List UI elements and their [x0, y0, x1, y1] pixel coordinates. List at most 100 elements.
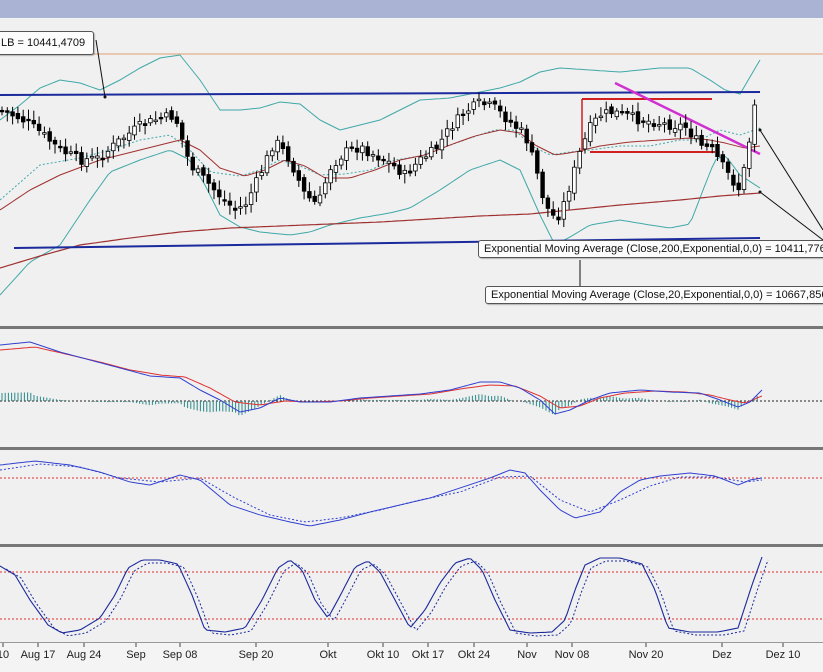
- candle-up: [238, 206, 243, 209]
- candle-up: [254, 177, 259, 193]
- candle-up: [593, 117, 598, 126]
- panel-divider[interactable]: [0, 447, 823, 450]
- x-axis-line: [0, 642, 823, 643]
- callout-leader-line: [95, 39, 106, 98]
- x-axis-tick-label: Okt 10: [367, 649, 399, 661]
- candle-down: [497, 105, 503, 112]
- candle-down: [169, 110, 174, 120]
- candle-up: [137, 120, 142, 125]
- candle-down: [551, 209, 556, 216]
- candle-up: [423, 156, 429, 159]
- candle-down: [58, 145, 63, 149]
- candle-down: [206, 174, 211, 184]
- candle-down: [731, 174, 736, 186]
- candle-down: [699, 134, 704, 146]
- candle-down: [545, 197, 551, 209]
- panel-divider[interactable]: [0, 544, 823, 547]
- candle-up: [577, 151, 582, 169]
- x-axis-tick-label: Okt 17: [412, 649, 444, 661]
- window-titlebar[interactable]: [0, 0, 823, 18]
- candle-down: [354, 147, 360, 153]
- ema20-callout[interactable]: Exponential Moving Average (Close,20,Exp…: [485, 286, 823, 304]
- candle-up: [747, 141, 752, 169]
- panel-divider[interactable]: [0, 326, 823, 329]
- candle-down: [232, 207, 238, 211]
- candle-down: [312, 195, 317, 202]
- candle-up: [105, 150, 111, 158]
- candle-up: [264, 155, 270, 174]
- candle-down: [211, 182, 217, 191]
- candle-down: [635, 111, 641, 125]
- candle-down: [513, 121, 519, 129]
- x-axis-tick-label: 10: [0, 649, 9, 661]
- x-axis-tick-label: Okt: [319, 649, 336, 661]
- candle-up: [439, 138, 445, 151]
- candle-up: [195, 168, 201, 173]
- candle-up: [42, 132, 47, 135]
- candle-up: [694, 135, 699, 140]
- bollinger-lower-callout[interactable]: LB = 10441,4709: [0, 31, 95, 55]
- candle-up: [471, 101, 476, 110]
- candle-up: [68, 151, 74, 154]
- candle-down: [79, 152, 84, 165]
- candle-down: [280, 142, 286, 149]
- candle-down: [74, 150, 79, 154]
- candle-down: [434, 144, 439, 150]
- macd-line: [0, 341, 763, 415]
- candle-down: [285, 146, 291, 162]
- candle-up: [243, 204, 248, 207]
- candle-up: [444, 128, 450, 137]
- candle-up: [121, 137, 127, 141]
- candle-up: [450, 128, 455, 131]
- candle-down: [179, 122, 185, 140]
- downtrend-line: [614, 81, 761, 156]
- candle-down: [641, 120, 646, 123]
- candle-down: [556, 216, 561, 221]
- candle-down: [5, 110, 10, 113]
- candle-down: [710, 144, 715, 148]
- candle-down: [47, 131, 52, 142]
- candle-down: [529, 142, 535, 153]
- candle-down: [0, 109, 5, 113]
- candle-up: [89, 156, 95, 159]
- candle-up: [572, 166, 577, 194]
- candle-down: [222, 199, 227, 202]
- candle-down: [460, 113, 466, 116]
- candle-up: [476, 98, 482, 102]
- candle-down: [391, 162, 397, 167]
- candle-down: [100, 157, 105, 161]
- candle-up: [588, 122, 593, 143]
- candle-up: [566, 190, 572, 202]
- oscillator-panel[interactable]: [0, 450, 823, 545]
- candle-up: [344, 147, 349, 161]
- stochastic-panel[interactable]: [0, 547, 823, 643]
- candle-down: [725, 161, 731, 173]
- candle-down: [376, 155, 381, 161]
- x-axis-tick-label: Nov 20: [629, 649, 664, 661]
- ema200-callout[interactable]: Exponential Moving Average (Close,200,Ex…: [478, 240, 823, 258]
- candle-up: [164, 112, 169, 118]
- candle-down: [142, 123, 148, 126]
- candle-up: [752, 104, 757, 145]
- x-axis-tick-label: Aug 17: [21, 649, 56, 661]
- candle-down: [217, 189, 222, 198]
- candle-up: [148, 118, 153, 124]
- candle-down: [492, 100, 498, 105]
- oscillator-line: [0, 460, 763, 527]
- candle-down: [535, 150, 540, 174]
- candle-up: [360, 145, 365, 154]
- callout-leader-line: [759, 191, 823, 241]
- candle-down: [407, 170, 413, 174]
- candle-up: [386, 160, 392, 164]
- candle-up: [413, 163, 418, 172]
- candle-up: [116, 138, 121, 147]
- candle-down: [31, 119, 36, 125]
- candle-down: [715, 144, 720, 158]
- candle-up: [248, 192, 254, 205]
- candle-down: [20, 116, 26, 123]
- candle-down: [349, 146, 354, 149]
- candle-up: [604, 109, 609, 114]
- candle-up: [84, 158, 89, 167]
- candle-up: [317, 194, 323, 204]
- macd-panel[interactable]: [0, 329, 823, 448]
